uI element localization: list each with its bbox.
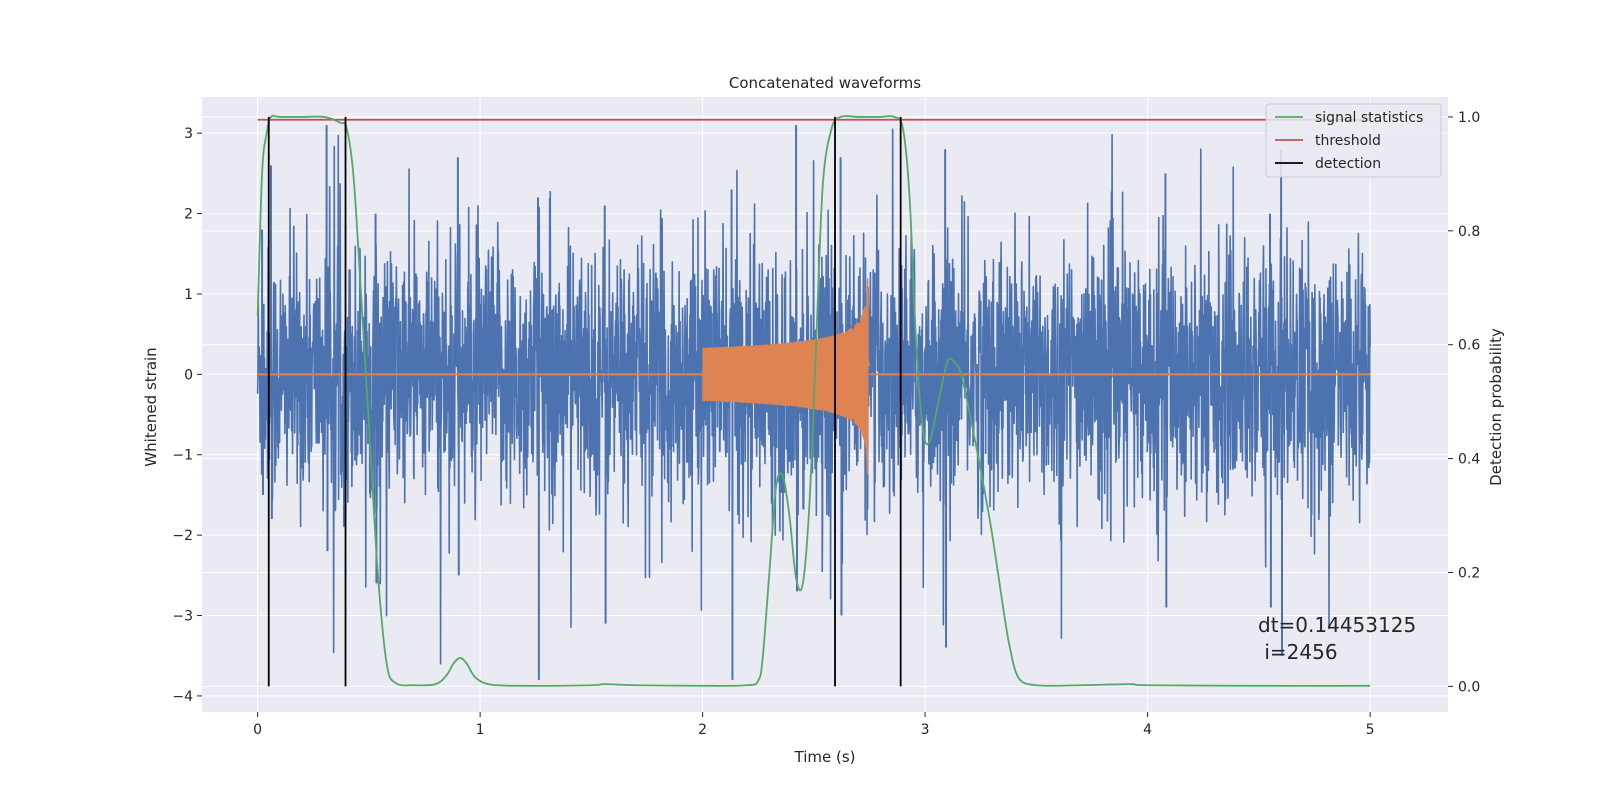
annotation-index: i=2456 (1258, 640, 1338, 664)
y-axis-label: Whitened strain (142, 347, 160, 466)
y-tick-label: −3 (172, 609, 193, 625)
y-tick-label: −1 (172, 448, 193, 464)
legend-label-threshold: threshold (1315, 133, 1381, 149)
y-tick-label: 2 (184, 207, 193, 223)
y2-tick-label: 0.6 (1458, 338, 1480, 354)
y-tick-label: −2 (172, 528, 193, 544)
axes: 0 1 2 3 4 5 −4 −3 −2 −1 0 1 2 3 0.0 0.2 0.4 0.6 0.8 1.0 (172, 110, 1480, 738)
chart-title: Concatenated waveforms (729, 74, 921, 92)
legend: signal statistics threshold detection (1265, 103, 1442, 178)
y2-tick-label: 0.4 (1458, 452, 1480, 468)
signal-statistics-line (256, 114, 1371, 687)
x-tick-label: 0 (253, 722, 262, 738)
y2-axis-label: Detection probability (1487, 328, 1505, 486)
y2-tick-label: 0.2 (1458, 565, 1480, 581)
y-tick-label: 3 (184, 126, 193, 142)
series-layer (256, 114, 1371, 687)
y2-tick-label: 0.0 (1458, 679, 1480, 695)
annotation-dt: dt=0.14453125 (1258, 613, 1416, 637)
y-tick-label: −4 (172, 689, 193, 705)
y2-tick-label: 0.8 (1458, 224, 1480, 240)
x-tick-label: 1 (476, 722, 485, 738)
series-clip-group (256, 114, 1371, 687)
y2-tick-label: 1.0 (1458, 110, 1480, 126)
waveform-chirp (702, 277, 871, 475)
legend-label-detection: detection (1315, 156, 1381, 172)
x-tick-label: 3 (921, 722, 930, 738)
x-tick-label: 4 (1143, 722, 1152, 738)
legend-box (1265, 103, 1442, 178)
x-axis-label: Time (s) (794, 748, 856, 766)
y-tick-label: 0 (184, 367, 193, 383)
y-tick-label: 1 (184, 287, 193, 303)
x-tick-label: 2 (698, 722, 707, 738)
legend-label-signal-statistics: signal statistics (1315, 110, 1423, 126)
x-tick-label: 5 (1366, 722, 1375, 738)
